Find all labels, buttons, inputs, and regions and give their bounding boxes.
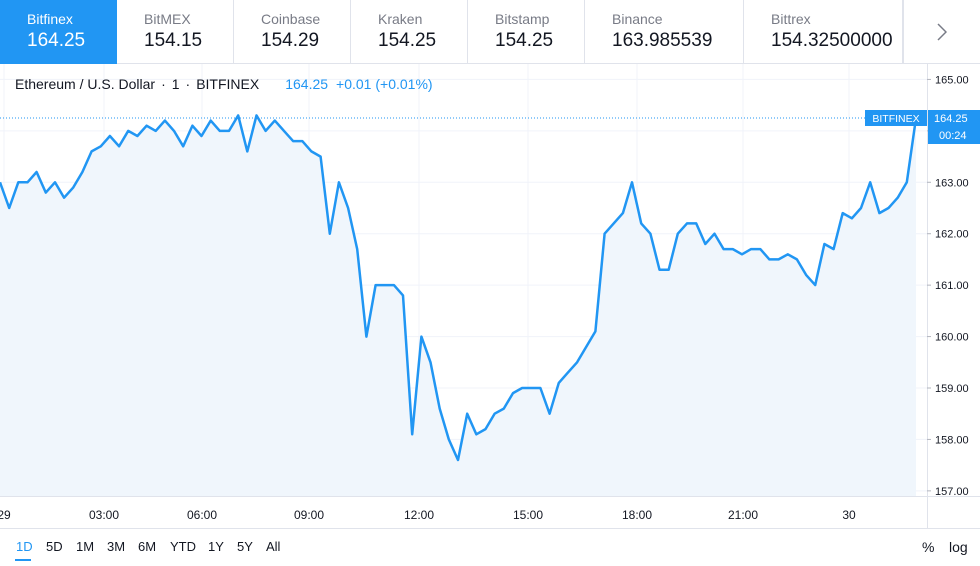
x-tick-label: 06:00 — [187, 508, 217, 522]
range-3m[interactable]: 3M — [107, 539, 126, 554]
x-tick-label: 15:00 — [513, 508, 543, 522]
exchange-name: Binance — [612, 11, 663, 27]
area-fill — [0, 115, 916, 497]
legend-change: +0.01 (+0.01%) — [336, 76, 433, 92]
y-tick-label: 160.00 — [935, 332, 969, 344]
log-toggle[interactable]: log — [949, 539, 968, 555]
interval: 1 — [171, 76, 180, 92]
exchange-name: BitMEX — [144, 11, 191, 27]
legend-exchange: BITFINEX — [196, 76, 260, 92]
exchange-price: 163.985539 — [612, 30, 713, 51]
exchange-tabs: Bitfinex 164.25 BitMEX 154.15 Coinbase 1… — [0, 0, 980, 64]
y-tick-label: 159.00 — [935, 383, 969, 395]
y-tick-label: 165.00 — [935, 74, 969, 86]
last-price-value: 164.25 — [934, 113, 968, 125]
chart-legend: Ethereum / U.S. Dollar · 1 · BITFINEX 164.25 +… — [15, 76, 433, 92]
exchange-name: Coinbase — [261, 11, 321, 27]
x-tick-label: 03:00 — [89, 508, 119, 522]
range-1m[interactable]: 1M — [76, 539, 95, 554]
countdown-label: 00:24 — [939, 130, 967, 142]
exchange-tab-kraken[interactable]: Kraken 154.25 — [351, 0, 468, 64]
x-tick-label: 18:00 — [622, 508, 652, 522]
exchange-name: Kraken — [378, 11, 423, 27]
y-tick-label: 157.00 — [935, 486, 969, 498]
exchange-name: Bitstamp — [495, 11, 550, 27]
exchange-tab-coinbase[interactable]: Coinbase 154.29 — [234, 0, 351, 64]
exchange-tab-bittrex[interactable]: Bittrex 154.32500000 — [744, 0, 903, 64]
chevron-right-icon[interactable] — [903, 0, 980, 63]
x-tick-label: 09:00 — [294, 508, 324, 522]
exchange-price: 154.15 — [144, 30, 203, 51]
range-1d[interactable]: 1D — [16, 539, 33, 554]
legend-price: 164.25 — [285, 76, 329, 92]
price-chart[interactable]: 157.00 158.00 159.00 160.00 161.00 162.00 163.… — [0, 64, 980, 528]
x-tick-label: 12:00 — [404, 508, 434, 522]
exchange-tab-bitfinex[interactable]: Bitfinex 164.25 — [0, 0, 117, 64]
y-tick-label: 158.00 — [935, 434, 969, 446]
symbol-name: Ethereum / U.S. Dollar — [15, 76, 156, 92]
range-ytd[interactable]: YTD — [170, 539, 196, 554]
x-tick-label: 21:00 — [728, 508, 758, 522]
range-all[interactable]: All — [266, 539, 281, 554]
exchange-name: Bittrex — [771, 11, 811, 27]
exchange-tab-bitmex[interactable]: BitMEX 154.15 — [117, 0, 234, 64]
exchange-price-tag — [865, 110, 927, 126]
x-tick-label: 30 — [842, 508, 856, 522]
range-5y[interactable]: 5Y — [237, 539, 253, 554]
exchange-price: 154.25 — [378, 30, 437, 51]
exchange-price: 154.29 — [261, 30, 320, 51]
exchange-tab-bitstamp[interactable]: Bitstamp 154.25 — [468, 0, 585, 64]
last-price-tag — [928, 110, 980, 144]
price-line — [0, 114, 918, 462]
y-tick-label: 161.00 — [935, 280, 969, 292]
percent-toggle[interactable]: % — [922, 539, 935, 555]
x-tick-label: 29 — [0, 508, 11, 522]
range-6m[interactable]: 6M — [138, 539, 157, 554]
exchange-price: 154.25 — [495, 30, 554, 51]
range-5d[interactable]: 5D — [46, 539, 63, 554]
exchange-price-tag-label: BITFINEX — [872, 113, 919, 125]
exchange-price: 164.25 — [27, 30, 86, 51]
range-bar: 1D 5D 1M 3M 6M YTD 1Y 5Y All % log — [0, 528, 980, 566]
exchange-name: Bitfinex — [27, 11, 73, 27]
range-1y[interactable]: 1Y — [208, 539, 224, 554]
y-tick-label: 163.00 — [935, 177, 969, 189]
y-tick-label: 162.00 — [935, 229, 969, 241]
exchange-price: 154.32500000 — [771, 30, 893, 51]
exchange-tab-binance[interactable]: Binance 163.985539 — [585, 0, 744, 64]
active-range-underline — [15, 559, 31, 561]
